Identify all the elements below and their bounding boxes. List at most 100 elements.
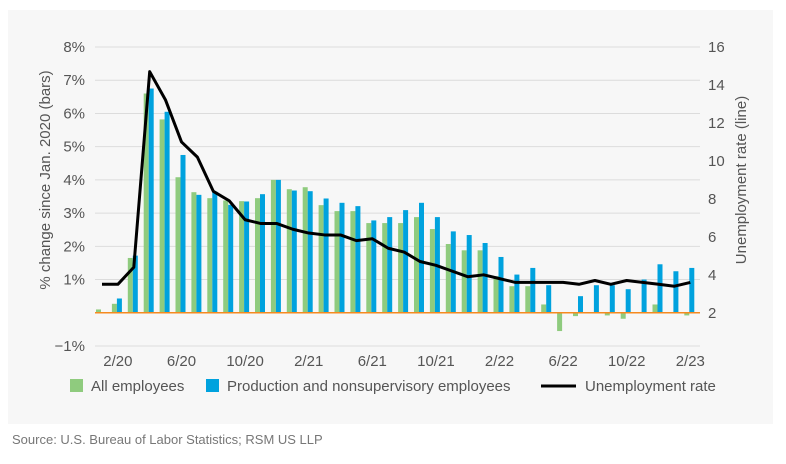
bar-all-employees xyxy=(111,303,117,313)
y-tick-left: 5% xyxy=(63,139,85,156)
bar-all-employees xyxy=(207,198,213,313)
bar-all-employees xyxy=(445,244,451,313)
bar-all-employees xyxy=(143,93,149,313)
y-tick-left: 2% xyxy=(63,238,85,255)
bar-all-employees xyxy=(398,223,404,313)
bar-production-employees xyxy=(625,289,631,313)
y-tick-right: 2 xyxy=(708,305,716,322)
bar-all-employees xyxy=(620,312,626,319)
bar-production-employees xyxy=(530,267,536,313)
legend-label-line: Unemployment rate xyxy=(585,378,716,395)
bar-all-employees xyxy=(541,304,547,313)
legend-label-production: Production and nonsupervisory employees xyxy=(227,378,511,395)
bar-production-employees xyxy=(641,279,647,313)
bar-all-employees xyxy=(414,217,419,313)
bar-production-employees xyxy=(260,194,265,313)
bar-production-employees xyxy=(514,274,520,313)
bar-all-employees xyxy=(652,304,658,313)
y-tick-left: 4% xyxy=(63,172,85,189)
bar-production-employees xyxy=(212,191,218,313)
bar-production-employees xyxy=(148,88,154,313)
bar-production-employees xyxy=(609,285,615,313)
legend-label-all: All employees xyxy=(91,378,184,395)
x-tick: 10/20 xyxy=(226,353,264,370)
y-tick-right: 8 xyxy=(708,191,716,208)
bar-all-employees xyxy=(239,201,245,313)
bar-all-employees xyxy=(318,205,324,313)
bar-production-employees xyxy=(228,204,234,313)
bar-production-employees xyxy=(355,206,361,313)
x-tick: 2/22 xyxy=(485,353,514,370)
bar-all-employees xyxy=(127,257,133,313)
bar-all-employees xyxy=(191,192,197,313)
ticks: −1% 1% 2% 3% 4% 5% 6% 7% 8% 2 4 6 8 10 12 14 16 2/20 6/20 1… xyxy=(55,39,725,370)
x-tick: 2/20 xyxy=(103,353,132,370)
bar-all-employees xyxy=(604,312,610,316)
bar-production-employees xyxy=(307,191,313,313)
bar-all-employees xyxy=(255,198,260,313)
bar-production-employees xyxy=(498,256,504,313)
y-tick-left: 1% xyxy=(63,272,85,289)
y-tick-left: 7% xyxy=(63,72,85,89)
source-note: Source: U.S. Bureau of Labor Statistics;… xyxy=(12,432,323,447)
bar-production-employees xyxy=(673,271,679,313)
y-tick-right: 12 xyxy=(708,115,725,132)
x-tick: 6/22 xyxy=(548,353,577,370)
bar-all-employees xyxy=(684,312,690,316)
bar-production-employees xyxy=(323,198,329,313)
legend-swatch-production xyxy=(206,379,219,392)
bar-production-employees xyxy=(593,285,599,313)
x-tick: 2/23 xyxy=(676,353,705,370)
bar-all-employees xyxy=(96,309,101,313)
bar-all-employees xyxy=(302,187,308,313)
bar-production-employees xyxy=(291,190,297,313)
y-tick-right: 16 xyxy=(708,39,725,56)
bar-all-employees xyxy=(477,250,483,313)
bar-production-employees xyxy=(180,154,186,313)
bar-all-employees xyxy=(461,250,467,313)
chart-panel xyxy=(8,10,773,424)
y-tick-left: −1% xyxy=(55,338,85,355)
y-tick-left: 8% xyxy=(63,39,85,56)
bar-production-employees xyxy=(371,220,377,313)
bar-all-employees xyxy=(334,211,340,313)
bar-production-employees xyxy=(403,210,409,313)
bar-production-employees xyxy=(164,111,170,313)
y-axis-right-label: Unemployment rate (line) xyxy=(733,96,750,264)
bar-all-employees xyxy=(525,286,531,313)
bar-production-employees xyxy=(578,296,583,313)
bar-all-employees xyxy=(429,229,435,313)
bar-production-employees xyxy=(657,264,663,313)
y-tick-right: 4 xyxy=(708,267,716,284)
bar-all-employees xyxy=(493,276,499,313)
bar-all-employees xyxy=(159,119,165,313)
y-tick-right: 10 xyxy=(708,153,725,170)
y-tick-right: 6 xyxy=(708,229,716,246)
legend: All employees Production and nonsupervis… xyxy=(70,378,716,395)
y-tick-left: 3% xyxy=(63,205,85,222)
y-axis-left-label: % change since Jan. 2020 (bars) xyxy=(37,70,54,289)
bar-all-employees xyxy=(175,177,181,313)
x-tick: 10/21 xyxy=(417,353,455,370)
bar-all-employees xyxy=(573,312,578,317)
unemployment-line xyxy=(102,70,691,288)
bar-all-employees xyxy=(286,189,292,313)
x-tick: 6/21 xyxy=(358,353,387,370)
x-tick: 2/21 xyxy=(294,353,323,370)
legend-swatch-all xyxy=(70,379,83,392)
bar-all-employees xyxy=(509,286,515,313)
gridlines xyxy=(95,46,700,347)
bar-all-employees xyxy=(270,179,276,313)
bar-all-employees xyxy=(382,223,388,313)
x-tick: 6/20 xyxy=(167,353,196,370)
bars xyxy=(96,88,695,332)
bar-all-employees xyxy=(557,312,563,332)
bar-all-employees xyxy=(350,211,356,313)
bar-production-employees xyxy=(275,179,281,313)
y-tick-right: 14 xyxy=(708,77,725,94)
bar-production-employees xyxy=(244,201,250,313)
bar-production-employees xyxy=(466,235,472,313)
bar-all-employees xyxy=(223,200,229,313)
bar-production-employees xyxy=(689,267,695,313)
